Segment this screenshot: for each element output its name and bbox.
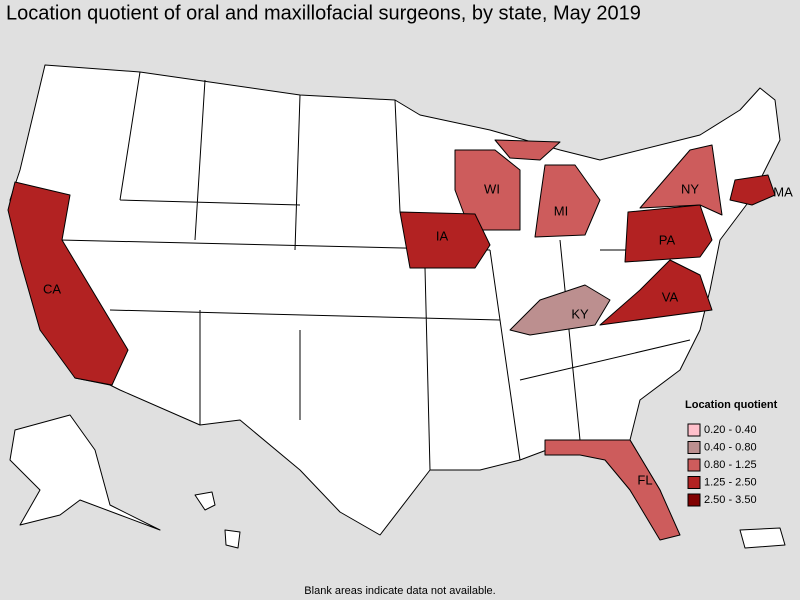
legend-label: 1.25 - 2.50 xyxy=(704,476,757,488)
state-label: VA xyxy=(662,289,679,304)
state-va: VA xyxy=(599,259,713,326)
state-fl: FL xyxy=(544,439,681,541)
state-shape xyxy=(534,164,601,238)
legend: 0.20 - 0.40 0.40 - 0.80 0.80 - 1.25 1.25 - … xyxy=(687,423,757,507)
note: Blank areas indicate data not available. xyxy=(304,585,495,597)
state-label: MI xyxy=(554,203,568,218)
legend-swatch xyxy=(687,441,701,454)
state-pa: PA xyxy=(624,204,713,263)
hawaii xyxy=(194,491,216,511)
state-shape xyxy=(624,204,713,263)
state-shape xyxy=(729,174,776,206)
state-ky: KY xyxy=(509,284,611,336)
state-shape xyxy=(494,139,561,161)
state-label: PA xyxy=(659,232,676,247)
state-shape xyxy=(544,439,681,541)
state-label: MA xyxy=(773,184,793,199)
legend-title: Location quotient xyxy=(685,399,778,411)
state-label: KY xyxy=(571,306,589,321)
legend-label: 2.50 - 3.50 xyxy=(704,494,757,506)
state-wi: WI xyxy=(454,149,521,231)
state-ma: MA xyxy=(729,174,793,206)
legend-swatch xyxy=(687,476,701,489)
alaska xyxy=(9,414,161,531)
state-shape xyxy=(399,211,491,269)
puerto-rico xyxy=(739,527,786,549)
state-shape xyxy=(599,259,713,326)
state-shape xyxy=(7,181,129,386)
map-title: Location quotient of oral and maxillofac… xyxy=(6,2,641,24)
state-mi: MI xyxy=(494,139,601,238)
legend-swatch xyxy=(687,458,701,472)
hawaii-big xyxy=(224,529,241,549)
legend-label: 0.40 - 0.80 xyxy=(704,441,757,453)
state-label: WI xyxy=(484,181,500,196)
legend-label: 0.80 - 1.25 xyxy=(704,459,757,471)
legend-swatch xyxy=(687,493,701,507)
state-shape xyxy=(454,149,521,231)
state-ca: CA xyxy=(7,181,129,386)
state-label: NY xyxy=(681,181,699,196)
legend-swatch xyxy=(687,423,701,437)
state-label: IA xyxy=(436,228,449,243)
state-shape xyxy=(509,284,611,336)
legend-label: 0.20 - 0.40 xyxy=(704,424,757,436)
state-label: CA xyxy=(43,281,61,296)
state-ia: IA xyxy=(399,211,491,269)
state-label: FL xyxy=(637,472,652,487)
